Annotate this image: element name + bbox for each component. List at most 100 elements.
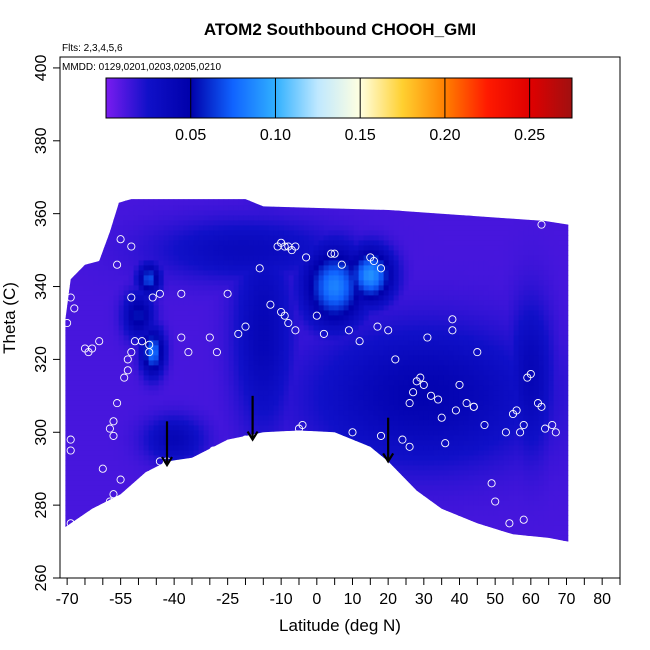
colorbar-tick-label: 0.20 [429,127,460,144]
x-tick-label: 80 [593,591,611,608]
observation-point [519,420,528,430]
down-arrow-icon [161,421,173,468]
observation-point [487,479,496,488]
observation-point [541,424,550,433]
observation-point [148,293,157,302]
observation-point [376,264,386,273]
observation-point [348,428,357,437]
observation-point [88,344,97,353]
observation-point [123,366,132,375]
observation-point [373,322,382,331]
observation-point [127,348,136,357]
observation-point [291,242,300,251]
observation-point [98,464,107,473]
observation-point [441,439,450,448]
observation-point [184,348,193,357]
observation-point [105,497,114,506]
observation-point [137,337,147,346]
down-arrow-icon [246,395,259,442]
observation-point [384,326,393,335]
observation-point [337,260,346,269]
y-tick-label: 280 [33,492,50,519]
observation-point [177,333,186,342]
observation-point [205,333,214,342]
observation-point [105,424,114,433]
x-tick-label: -40 [163,591,186,608]
chart-title: ATOM2 Southbound CHOOH_GMI [204,20,476,39]
observation-point [66,519,75,528]
observation-point [241,322,250,331]
observation-point [455,380,464,389]
observation-point [469,402,478,411]
observation-point [437,413,446,422]
observation-point [120,373,129,382]
x-tick-label: -55 [109,591,132,608]
observation-point [95,337,104,346]
observation-point [505,519,514,528]
observation-point [145,348,154,357]
observation-point [519,515,528,524]
colorbar-tick-label: 0.15 [345,127,376,144]
observation-point [223,289,232,298]
observation-point [116,475,125,484]
observation-point [480,420,489,430]
observation-point [63,318,72,328]
colorbar-gradient [105,77,573,119]
observation-point [234,329,243,338]
observation-point [491,497,500,506]
observation-point [405,399,414,408]
observation-point [405,442,414,451]
observation-point [448,315,457,324]
observation-point [212,348,221,357]
observation-point [391,355,400,364]
y-tick-label: 400 [33,54,50,81]
x-tick-label: 40 [451,591,469,608]
x-tick-label: -70 [56,591,79,608]
observation-point [198,457,207,466]
colorbar: 0.05 0.10 0.15 0.20 0.25 [105,77,573,144]
colorbar-tick-label: 0.10 [260,127,291,144]
observation-point [416,373,425,382]
y-tick-label: 260 [33,565,50,592]
observation-point [66,435,75,444]
observation-point [70,304,79,313]
observation-point [109,431,118,440]
observation-point [423,333,432,342]
observation-point [448,326,457,335]
y-tick-label: 340 [33,273,50,300]
observation-point [516,428,525,437]
observation-point [512,406,521,415]
observation-point [551,428,560,437]
observation-point [434,395,443,404]
observation-point [280,311,289,320]
observation-point [312,311,321,320]
x-tick-label: 0 [312,591,321,608]
y-tick-label: 360 [33,200,50,227]
arrow-markers [161,395,395,468]
observation-point [398,435,407,444]
x-tick-label: 20 [379,591,397,608]
colorbar-tick-label: 0.05 [175,127,206,144]
observation-point [155,289,164,298]
observation-point [319,329,328,338]
x-axis: -70 -55 -40 -25 -10 0 10 20 30 40 50 60 70 80 [56,578,621,608]
y-tick-label: 380 [33,127,50,154]
observation-point [284,318,293,328]
x-tick-label: 70 [558,591,576,608]
observation-point [113,399,122,408]
observation-point [473,348,482,357]
x-axis-title: Latitude (deg N) [279,616,401,635]
x-tick-label: 10 [344,591,362,608]
x-tick-label: 50 [486,591,504,608]
heatmap-field [65,199,569,542]
observation-point [327,249,336,258]
observation-point [209,446,218,455]
x-tick-label: -25 [216,591,239,608]
observation-points [63,220,560,528]
observation-point [127,242,136,251]
observation-point [369,256,378,266]
observation-point [330,249,339,258]
x-tick-label: 60 [522,591,540,608]
observation-point [302,253,311,262]
